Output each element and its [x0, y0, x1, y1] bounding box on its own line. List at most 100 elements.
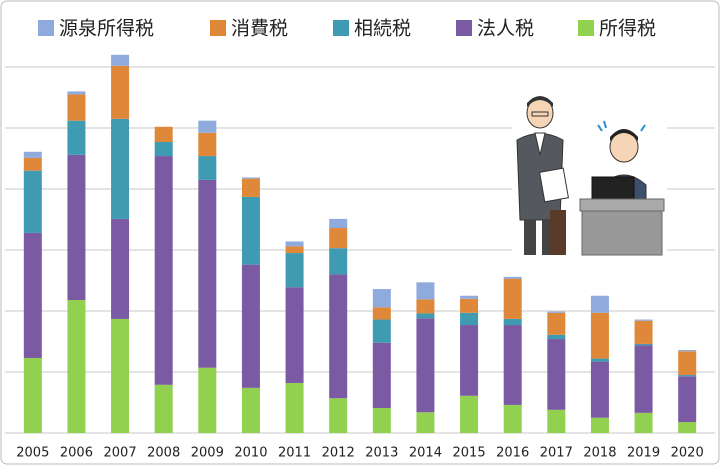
bar-segment — [591, 296, 609, 313]
legend-label: 消費税 — [231, 18, 288, 40]
bar-segment — [678, 350, 696, 351]
bar-segment — [155, 142, 173, 156]
x-tick-label: 2005 — [16, 446, 49, 461]
bar-segment — [24, 158, 42, 171]
bar-segment — [591, 313, 609, 359]
bar-segment — [242, 265, 260, 388]
bar-segment — [198, 156, 216, 180]
bar-segment — [373, 307, 391, 319]
bar-segment — [504, 319, 522, 325]
bar-segment — [373, 343, 391, 408]
bar-segment — [591, 359, 609, 362]
bar-segment — [504, 405, 522, 433]
bar-segment — [67, 91, 85, 94]
bar-segment — [547, 312, 565, 313]
bar-segment — [111, 119, 129, 219]
bar-segment — [286, 241, 304, 246]
legend-swatch — [578, 20, 594, 36]
x-tick-label: 2014 — [409, 446, 442, 461]
x-tick-label: 2010 — [234, 446, 267, 461]
bar-segment — [111, 66, 129, 119]
bar-segment — [67, 94, 85, 120]
bar-segment — [329, 398, 347, 433]
legend-swatch — [456, 20, 472, 36]
bar-segment — [460, 313, 478, 325]
bar-segment — [198, 368, 216, 433]
illustration — [512, 95, 667, 257]
bar-segment — [460, 325, 478, 396]
bar-segment — [286, 287, 304, 383]
bar-segment — [635, 413, 653, 433]
legend-label: 所得税 — [599, 18, 656, 40]
x-tick-label: 2011 — [278, 446, 311, 461]
bar-segment — [416, 299, 434, 313]
bar-segment — [460, 296, 478, 299]
bar-segment — [24, 152, 42, 158]
bar-segment — [67, 300, 85, 433]
bar-segment — [504, 279, 522, 319]
x-tick-label: 2009 — [191, 446, 224, 461]
bar-segment — [286, 383, 304, 433]
bar-segment — [547, 410, 565, 433]
bar-segment — [504, 277, 522, 279]
bar-segment — [416, 318, 434, 412]
bar-segment — [111, 55, 129, 66]
bar-segment — [111, 319, 129, 433]
bar-segment — [373, 289, 391, 307]
bar-segment — [329, 219, 347, 228]
legend-swatch — [38, 20, 54, 36]
x-tick-label: 2013 — [365, 446, 398, 461]
bar-segment — [286, 246, 304, 253]
bar-segment — [111, 219, 129, 319]
x-tick-label: 2008 — [147, 446, 180, 461]
bar-segment — [198, 121, 216, 133]
x-tick-label: 2020 — [671, 446, 704, 461]
x-tick-label: 2018 — [583, 446, 616, 461]
bar-segment — [547, 335, 565, 339]
bar-segment — [635, 345, 653, 413]
bar-segment — [24, 358, 42, 433]
bar-segment — [329, 248, 347, 274]
bar-segment — [242, 179, 260, 197]
bar-segment — [67, 155, 85, 300]
x-tick-label: 2012 — [322, 446, 355, 461]
bar-segment — [547, 339, 565, 410]
bar-segment — [678, 351, 696, 375]
bar-segment — [155, 385, 173, 433]
bar-segment — [635, 344, 653, 345]
chart: 2005 2006 2007 2008 2009 2010 2011 2012 2013 2014… — [0, 0, 720, 465]
bar-segment — [678, 375, 696, 376]
bar-segment — [329, 228, 347, 248]
bar-segment — [591, 418, 609, 433]
bar-segment — [286, 253, 304, 287]
bar-segment — [24, 233, 42, 358]
bar-segment — [547, 313, 565, 335]
x-tick-label: 2019 — [627, 446, 660, 461]
bar-segment — [155, 127, 173, 142]
x-tick-label: 2016 — [496, 446, 529, 461]
x-tick-label: 2006 — [60, 446, 93, 461]
bar-segment — [373, 320, 391, 343]
bar-segment — [635, 320, 653, 321]
x-tick-label: 2015 — [453, 446, 486, 461]
bar-segment — [460, 396, 478, 433]
bar-segment — [416, 412, 434, 433]
legend-swatch — [210, 20, 226, 36]
bar-segment — [242, 388, 260, 433]
bar-segment — [198, 133, 216, 156]
bar-segment — [329, 274, 347, 398]
bar-segment — [678, 376, 696, 422]
bar-segment — [242, 197, 260, 265]
bar-segment — [416, 313, 434, 318]
x-tick-label: 2007 — [104, 446, 137, 461]
bar-segment — [416, 282, 434, 299]
bar-segment — [67, 121, 85, 155]
bar-segment — [678, 422, 696, 433]
legend-label: 法人税 — [477, 18, 534, 40]
bar-segment — [373, 408, 391, 433]
bar-segment — [635, 321, 653, 344]
bar-segment — [198, 180, 216, 368]
bar-segment — [242, 177, 260, 178]
bar-segment — [24, 171, 42, 233]
legend-swatch — [333, 20, 349, 36]
